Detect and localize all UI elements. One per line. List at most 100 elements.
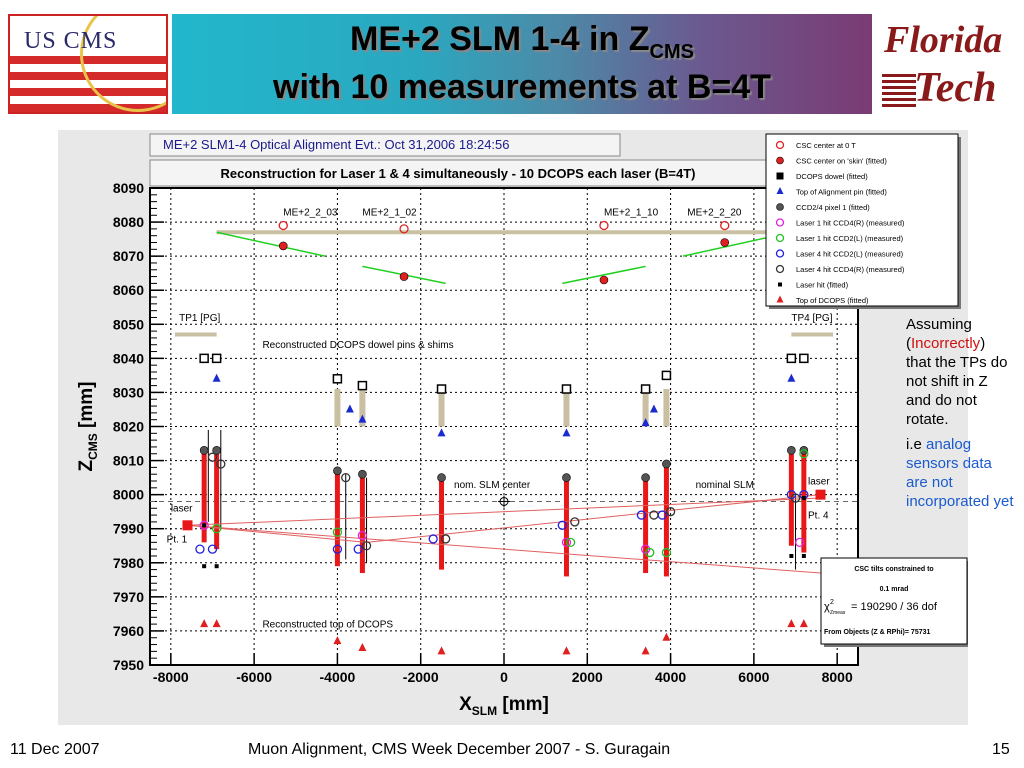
side-note-line2: (Incorrectly) bbox=[906, 334, 1016, 353]
y-tick-label: 8010 bbox=[113, 453, 144, 469]
nom-center-annotation: nom. SLM center bbox=[454, 480, 531, 491]
point-ccd2-4-pixel-1-fitted bbox=[358, 469, 367, 479]
dcops-bar bbox=[801, 453, 807, 553]
point-dcops-dowel-fitted bbox=[561, 384, 572, 394]
tp4-label: TP4 [PG] bbox=[791, 313, 832, 324]
y-tick-label: 8050 bbox=[113, 316, 144, 332]
laser-source-right bbox=[815, 489, 826, 500]
point-laser-4-hit-ccd2-l-measured bbox=[353, 544, 363, 554]
chart-header-box bbox=[149, 133, 621, 157]
point-top-of-alignment-pin-fitted bbox=[649, 404, 658, 413]
florida-tech-logo-lines bbox=[882, 74, 916, 108]
point-top-of-dcops-fitted bbox=[437, 646, 446, 655]
y-tick-label: 8090 bbox=[113, 180, 144, 196]
point-top-of-dcops-fitted bbox=[799, 619, 808, 628]
point-laser-1-hit-ccd2-l-measured bbox=[645, 547, 655, 558]
point-ccd2-4-pixel-1-fitted bbox=[641, 473, 650, 482]
point-laser-1-hit-ccd4-r-measured bbox=[199, 520, 209, 530]
point-csc-center-at-0-t bbox=[720, 220, 730, 231]
legend-label: Laser 4 hit CCD4(R) (measured) bbox=[796, 265, 905, 274]
point-dcops-dowel-fitted bbox=[199, 353, 209, 364]
chamber-label: ME+2_1_10 bbox=[604, 207, 659, 218]
legend-label: DCOPS dowel (fitted) bbox=[796, 172, 868, 181]
dcops-shim bbox=[563, 389, 570, 427]
x-tick-label: 8000 bbox=[822, 669, 853, 685]
point-csc-center-on-skin-fitted bbox=[399, 272, 409, 281]
point-laser-1-hit-ccd2-l-measured bbox=[799, 449, 809, 459]
point-laser-1-hit-ccd2-l-measured bbox=[565, 537, 576, 547]
legend-marker bbox=[775, 218, 785, 227]
footer-page-number: 15 bbox=[992, 741, 1010, 758]
legend-label: Laser hit (fitted) bbox=[796, 281, 849, 290]
point-dcops-dowel-fitted bbox=[211, 353, 222, 364]
chamber-label: ME+2_2_20 bbox=[687, 207, 742, 218]
point-laser-hit-fitted bbox=[214, 564, 219, 569]
point-laser-4-hit-ccd2-l-measured bbox=[195, 544, 205, 554]
pt4-annotation: Pt. 4 bbox=[808, 510, 829, 521]
x-tick-label: 0 bbox=[500, 669, 508, 685]
point-laser-4-hit-ccd4-r-measured bbox=[441, 534, 451, 544]
y-tick-label: 7970 bbox=[113, 589, 144, 605]
point-top-of-dcops-fitted bbox=[641, 646, 650, 655]
point-laser-1-hit-ccd4-r-measured bbox=[561, 537, 572, 547]
point-top-of-dcops-fitted bbox=[787, 619, 796, 628]
legend-marker bbox=[778, 282, 782, 287]
chamber-tilt-line bbox=[562, 265, 646, 285]
legend-marker bbox=[775, 233, 785, 243]
point-laser-hit-fitted bbox=[202, 523, 207, 528]
point-ccd2-4-pixel-1-fitted bbox=[199, 446, 209, 455]
y-tick-label: 8000 bbox=[113, 487, 144, 503]
point-csc-center-on-skin-fitted bbox=[599, 275, 609, 285]
point-ccd2-4-pixel-1-fitted bbox=[437, 473, 446, 482]
point-laser-4-hit-ccd2-l-measured bbox=[557, 520, 567, 530]
slide-title-subscript: CMS bbox=[649, 40, 694, 63]
nominal-slm-annotation: nominal SLM bbox=[696, 480, 754, 491]
point-top-of-dcops-fitted bbox=[200, 619, 209, 628]
point-top-of-dcops-fitted bbox=[333, 636, 342, 645]
point-top-of-alignment-pin-fitted bbox=[562, 428, 571, 437]
legend-marker bbox=[776, 203, 784, 211]
side-note-ie: i.e bbox=[906, 436, 927, 453]
point-ccd2-4-pixel-1-fitted bbox=[787, 446, 796, 455]
y-tick-label: 8020 bbox=[113, 419, 144, 435]
stats-line1: CSC tilts constrained to bbox=[854, 566, 933, 573]
legend-marker bbox=[775, 140, 785, 150]
laser-line-aux bbox=[187, 524, 367, 543]
pt1-annotation: Pt. 1 bbox=[167, 534, 188, 545]
point-laser-4-hit-ccd2-l-measured bbox=[332, 544, 343, 554]
point-csc-center-on-skin-fitted bbox=[278, 241, 288, 251]
point-dcops-dowel-fitted bbox=[640, 384, 651, 394]
point-csc-center-at-0-t bbox=[399, 224, 409, 234]
y-tick-label: 8060 bbox=[113, 282, 144, 298]
x-axis-label: XSLM [mm] bbox=[459, 694, 549, 718]
dcops-bar bbox=[643, 477, 649, 574]
point-laser-hit-fitted bbox=[202, 564, 207, 569]
laser-line-aux2 bbox=[366, 494, 821, 543]
y-axis-label: ZCMS [mm] bbox=[76, 381, 100, 471]
side-note-line3: that the TPs do not shift in Z and do no… bbox=[906, 354, 1008, 428]
dowel-annotation: Reconstructed DCOPS dowel pins & shims bbox=[262, 340, 453, 351]
laser-left-annotation: laser bbox=[171, 504, 193, 515]
dcops-shim bbox=[663, 389, 670, 427]
point-top-of-alignment-pin-fitted bbox=[437, 428, 446, 437]
us-cms-logo-text: US CMS bbox=[24, 28, 118, 54]
legend-label: CSC center on 'skin' (fitted) bbox=[796, 157, 887, 166]
y-tick-label: 7960 bbox=[113, 623, 144, 639]
legend-marker bbox=[776, 187, 784, 194]
stats-box bbox=[820, 557, 968, 645]
point-dcops-dowel-fitted bbox=[436, 384, 447, 394]
alignment-plot: ME+2 SLM1-4 Optical Alignment Evt.: Oct … bbox=[76, 133, 968, 718]
us-cms-logo: US CMS bbox=[8, 14, 168, 114]
point-top-of-dcops-fitted bbox=[662, 632, 671, 641]
point-ccd2-4-pixel-1-fitted bbox=[662, 459, 671, 469]
point-laser-1-hit-ccd4-r-measured bbox=[795, 537, 805, 547]
point-laser-4-hit-ccd4-r-measured bbox=[207, 452, 218, 462]
x-tick-label: 4000 bbox=[655, 669, 686, 685]
x-tick-label: -2000 bbox=[403, 669, 439, 685]
dcops-bar bbox=[201, 453, 207, 543]
chart-header: ME+2 SLM1-4 Optical Alignment Evt.: Oct … bbox=[163, 137, 510, 152]
point-dcops-dowel-fitted bbox=[786, 353, 797, 364]
point-top-of-alignment-pin-fitted bbox=[641, 418, 650, 427]
y-tick-label: 8030 bbox=[113, 384, 144, 400]
laser-source-left bbox=[182, 520, 193, 531]
